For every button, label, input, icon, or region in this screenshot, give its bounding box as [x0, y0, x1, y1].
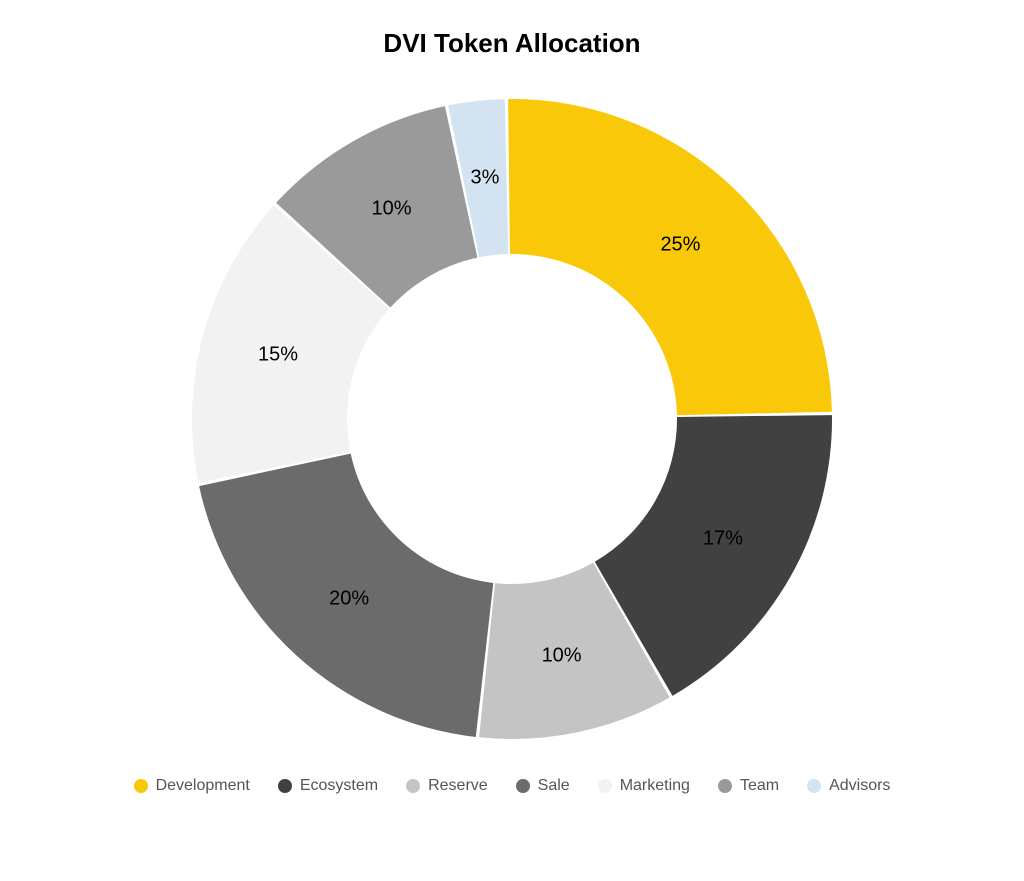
- legend-swatch: [718, 779, 732, 793]
- legend-swatch: [406, 779, 420, 793]
- legend-swatch: [598, 779, 612, 793]
- legend-item-ecosystem: Ecosystem: [278, 777, 378, 795]
- slice-label-sale: 20%: [329, 587, 369, 610]
- slice-label-team: 10%: [371, 197, 411, 220]
- legend-label: Sale: [538, 777, 570, 795]
- chart-legend: Development Ecosystem Reserve Sale Marketing…: [134, 777, 891, 795]
- chart-title: DVI Token Allocation: [383, 28, 640, 59]
- slice-label-reserve: 10%: [542, 645, 582, 668]
- legend-label: Development: [156, 777, 250, 795]
- legend-item-sale: Sale: [516, 777, 570, 795]
- legend-label: Reserve: [428, 777, 488, 795]
- legend-item-marketing: Marketing: [598, 777, 690, 795]
- donut-chart: 25% 17% 10% 20% 15% 10% 3%: [162, 69, 862, 769]
- legend-item-advisors: Advisors: [807, 777, 890, 795]
- slice-development: [508, 99, 832, 415]
- legend-swatch: [134, 779, 148, 793]
- legend-label: Marketing: [620, 777, 690, 795]
- slice-label-development: 25%: [660, 233, 700, 256]
- slice-label-marketing: 15%: [258, 344, 298, 367]
- legend-item-team: Team: [718, 777, 779, 795]
- legend-item-reserve: Reserve: [406, 777, 488, 795]
- donut-svg: [162, 69, 862, 769]
- legend-swatch: [516, 779, 530, 793]
- legend-label: Team: [740, 777, 779, 795]
- legend-item-development: Development: [134, 777, 250, 795]
- legend-label: Ecosystem: [300, 777, 378, 795]
- legend-swatch: [278, 779, 292, 793]
- legend-label: Advisors: [829, 777, 890, 795]
- slice-label-ecosystem: 17%: [703, 527, 743, 550]
- legend-swatch: [807, 779, 821, 793]
- slice-label-advisors: 3%: [471, 167, 500, 190]
- donut-chart-container: DVI Token Allocation 25% 17% 10% 20% 15% 10% 3…: [0, 0, 1024, 795]
